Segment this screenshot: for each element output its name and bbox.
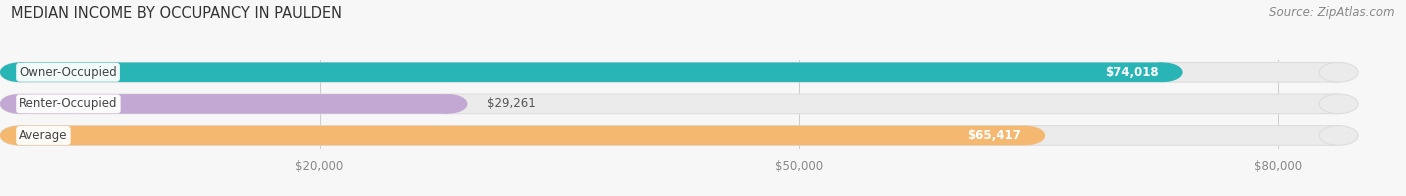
Ellipse shape bbox=[1007, 126, 1045, 145]
Ellipse shape bbox=[0, 94, 39, 114]
Text: Average: Average bbox=[20, 129, 67, 142]
FancyBboxPatch shape bbox=[20, 126, 1339, 145]
Text: $29,261: $29,261 bbox=[486, 97, 536, 110]
Text: Source: ZipAtlas.com: Source: ZipAtlas.com bbox=[1270, 6, 1395, 19]
FancyBboxPatch shape bbox=[20, 94, 449, 114]
Ellipse shape bbox=[0, 63, 39, 82]
Ellipse shape bbox=[0, 126, 39, 145]
Text: Renter-Occupied: Renter-Occupied bbox=[20, 97, 118, 110]
Ellipse shape bbox=[1143, 63, 1182, 82]
Ellipse shape bbox=[0, 126, 39, 145]
Text: Owner-Occupied: Owner-Occupied bbox=[20, 66, 117, 79]
FancyBboxPatch shape bbox=[20, 63, 1339, 82]
Text: $65,417: $65,417 bbox=[967, 129, 1021, 142]
FancyBboxPatch shape bbox=[20, 126, 1026, 145]
Text: MEDIAN INCOME BY OCCUPANCY IN PAULDEN: MEDIAN INCOME BY OCCUPANCY IN PAULDEN bbox=[11, 6, 342, 21]
Ellipse shape bbox=[1319, 63, 1358, 82]
Ellipse shape bbox=[1319, 94, 1358, 114]
Ellipse shape bbox=[1319, 126, 1358, 145]
Ellipse shape bbox=[0, 94, 39, 114]
Ellipse shape bbox=[429, 94, 468, 114]
Ellipse shape bbox=[0, 63, 39, 82]
FancyBboxPatch shape bbox=[20, 94, 1339, 114]
FancyBboxPatch shape bbox=[20, 63, 1163, 82]
Text: $74,018: $74,018 bbox=[1105, 66, 1159, 79]
